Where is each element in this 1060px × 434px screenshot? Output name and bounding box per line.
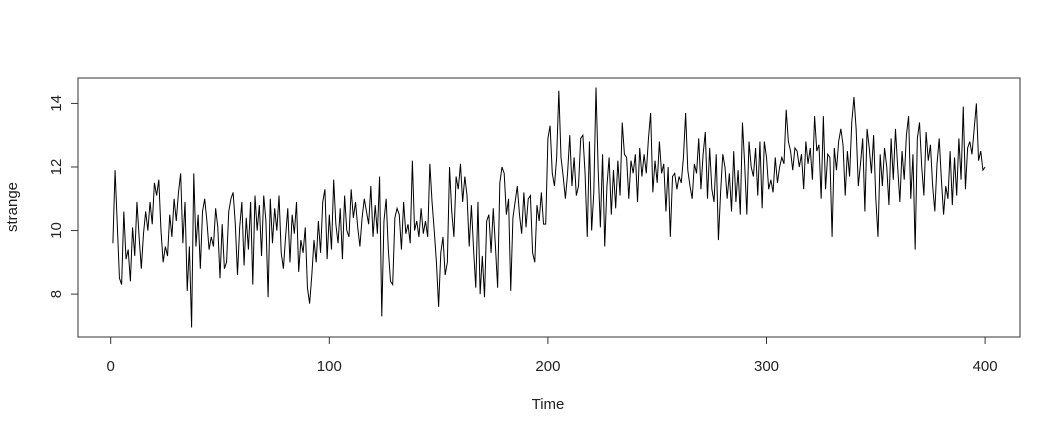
x-tick-label: 0 xyxy=(107,358,115,375)
x-axis-label: Time xyxy=(532,396,565,413)
x-tick-label: 200 xyxy=(535,358,560,375)
x-tick-label: 100 xyxy=(317,358,342,375)
y-tick-label: 14 xyxy=(48,95,65,112)
x-tick-label: 400 xyxy=(973,358,998,375)
series-line xyxy=(112,87,986,328)
x-tick-label: 300 xyxy=(754,358,779,375)
y-tick-label: 12 xyxy=(48,159,65,176)
y-axis-label: strange xyxy=(4,182,21,232)
y-tick-label: 10 xyxy=(48,222,65,239)
y-tick-label: 8 xyxy=(48,290,65,298)
